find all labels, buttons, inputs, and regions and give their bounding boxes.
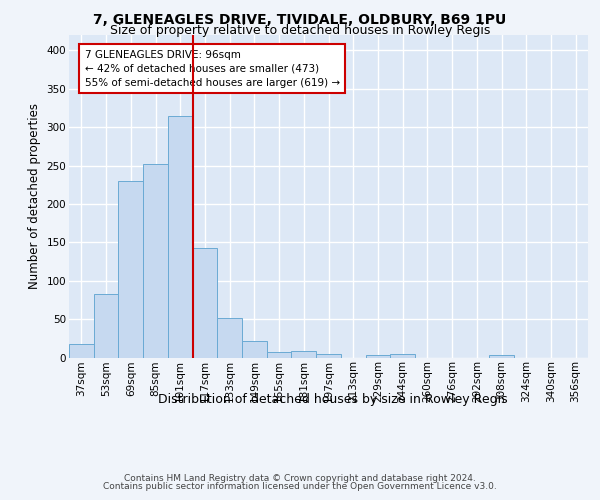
Bar (365, 355, 390, 358)
Bar (193, 248, 217, 358)
Bar (390, 354, 415, 358)
Bar (217, 318, 242, 358)
Bar (292, 350, 316, 358)
Bar (143, 164, 168, 358)
Text: Size of property relative to detached houses in Rowley Regis: Size of property relative to detached ho… (110, 24, 490, 37)
Text: 7, GLENEAGLES DRIVE, TIVIDALE, OLDBURY, B69 1PU: 7, GLENEAGLES DRIVE, TIVIDALE, OLDBURY, … (94, 12, 506, 26)
Bar (316, 354, 341, 358)
Text: 7 GLENEAGLES DRIVE: 96sqm
← 42% of detached houses are smaller (473)
55% of semi: 7 GLENEAGLES DRIVE: 96sqm ← 42% of detac… (85, 50, 340, 88)
Bar (94, 294, 118, 358)
Bar (168, 116, 193, 358)
Text: Contains public sector information licensed under the Open Government Licence v3: Contains public sector information licen… (103, 482, 497, 491)
Text: Contains HM Land Registry data © Crown copyright and database right 2024.: Contains HM Land Registry data © Crown c… (124, 474, 476, 483)
Y-axis label: Number of detached properties: Number of detached properties (28, 104, 41, 289)
Bar (242, 342, 267, 357)
Text: Distribution of detached houses by size in Rowley Regis: Distribution of detached houses by size … (158, 392, 508, 406)
Bar (489, 355, 514, 358)
Bar (267, 352, 292, 358)
Bar (69, 344, 94, 357)
Bar (118, 181, 143, 358)
